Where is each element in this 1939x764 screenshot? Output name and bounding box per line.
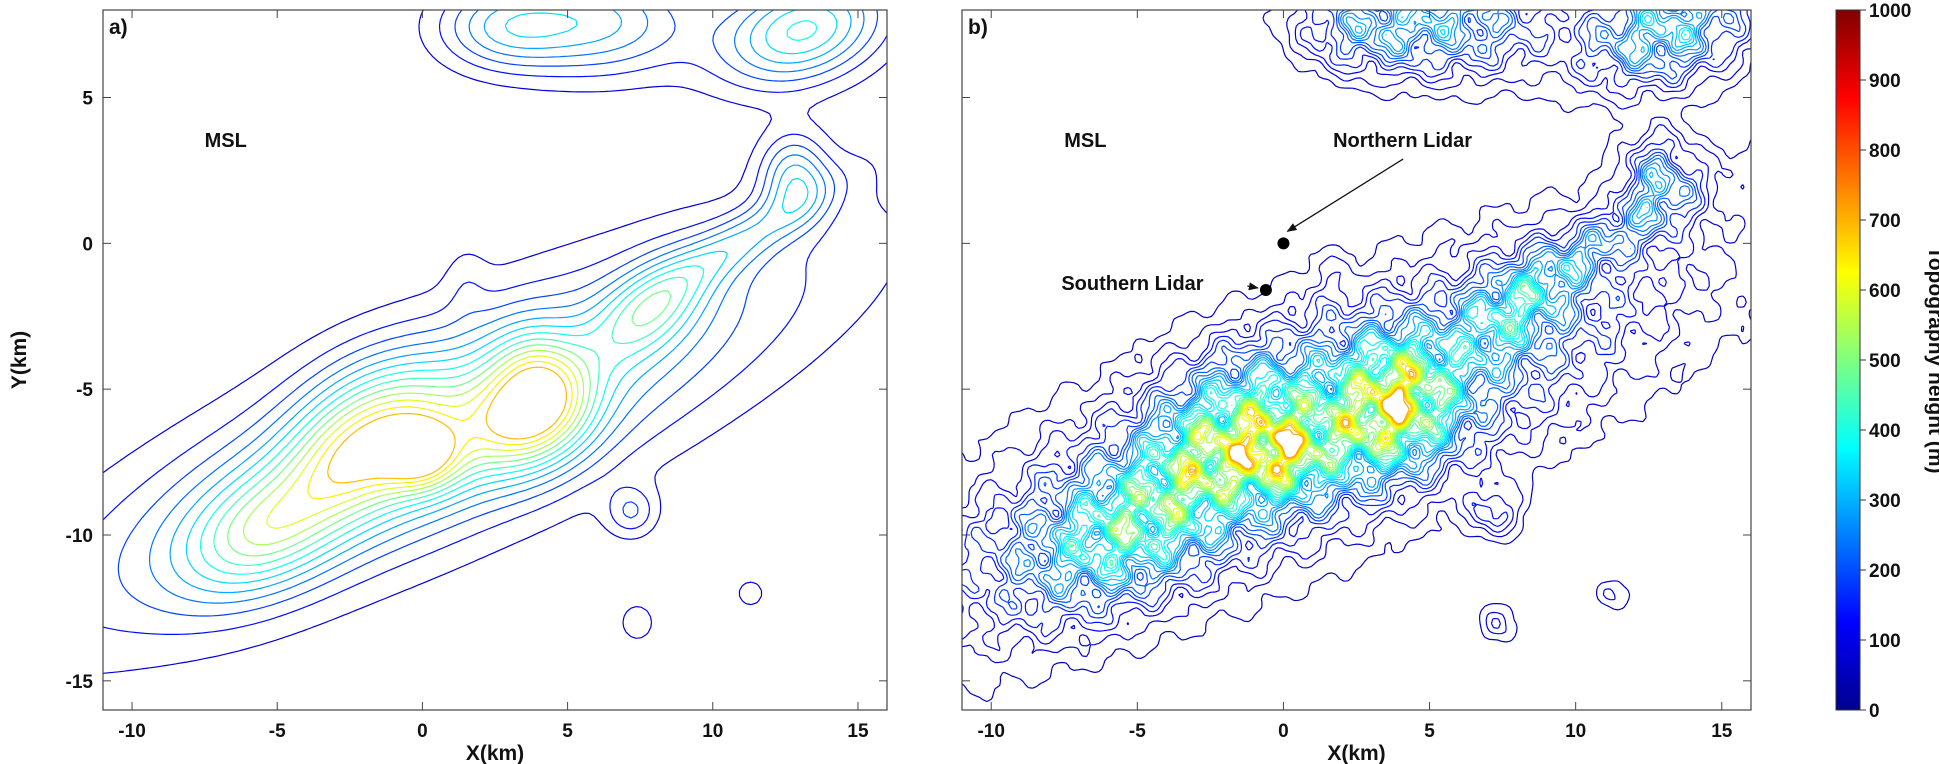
lidar-site: Northern Lidar xyxy=(1277,130,1472,250)
colorbar-tick-label: 100 xyxy=(1869,631,1901,652)
colorbar-tick-label: 0 xyxy=(1869,701,1880,722)
plot-frame xyxy=(961,9,1752,711)
x-tick-label: 15 xyxy=(1711,721,1733,742)
x-tick-label: 5 xyxy=(1424,721,1435,742)
panel-a: -10 -5 0 5 10 15 -15 -10 -5 0 5 X(km) Y(km) a) MSL xyxy=(8,9,888,764)
contour-line xyxy=(1059,11,1693,580)
lidar-label: Northern Lidar xyxy=(1333,130,1472,152)
x-tick-label: 15 xyxy=(847,721,869,742)
contour-line xyxy=(962,10,1751,638)
contour-line xyxy=(103,10,887,635)
colorbar: 0 100 200 300 400 500 600 700 800 900 1000 Topogra… xyxy=(1835,1,1939,722)
colorbar-tick-label: 900 xyxy=(1869,71,1901,92)
contour-line xyxy=(117,10,879,617)
x-tick-label: -5 xyxy=(269,721,286,742)
contour-line xyxy=(1052,10,1703,595)
contour-field xyxy=(103,10,887,674)
x-tick-label: 0 xyxy=(417,721,428,742)
contour-line xyxy=(1108,284,1526,548)
colorbar-tick-label: 500 xyxy=(1869,351,1901,372)
lidar-arrow xyxy=(1286,158,1404,232)
panel-b: -10 -5 0 5 10 15 X(km) b) MSL Northern Lidar South… xyxy=(961,9,1752,764)
contour-line xyxy=(962,10,1747,619)
annotation-msl: MSL xyxy=(1064,130,1106,152)
x-tick-label: -10 xyxy=(977,721,1004,742)
colorbar-tick-label: 400 xyxy=(1869,421,1901,442)
contour-line xyxy=(998,10,1741,615)
contour-line xyxy=(1054,10,1695,582)
y-tick-label: -15 xyxy=(66,672,94,693)
x-axis-label: X(km) xyxy=(466,742,524,764)
contour-line xyxy=(1069,281,1537,549)
colorbar-gradient xyxy=(1835,9,1861,711)
y-tick-label: 5 xyxy=(82,89,93,110)
contour-line xyxy=(327,366,568,484)
contour-line xyxy=(103,10,887,674)
y-tick-label: -5 xyxy=(76,380,93,401)
contour-line xyxy=(1180,358,1419,484)
x-tick-label: 5 xyxy=(562,721,573,742)
x-tick-label: 10 xyxy=(702,721,723,742)
colorbar-ticks: 0 100 200 300 400 500 600 700 800 900 1000 xyxy=(1860,1,1911,722)
contour-line xyxy=(1015,10,1713,600)
contour-line xyxy=(1175,357,1420,518)
x-tick-label: -5 xyxy=(1129,721,1146,742)
colorbar-tick-label: 200 xyxy=(1869,561,1901,582)
contour-line xyxy=(1185,361,1418,478)
colorbar-tick-label: 700 xyxy=(1869,211,1901,232)
colorbar-tick-label: 1000 xyxy=(1869,1,1911,22)
lidar-point xyxy=(1277,237,1290,250)
contour-line xyxy=(1067,279,1539,567)
contour-line xyxy=(962,10,1751,652)
annotation-msl: MSL xyxy=(205,130,247,152)
contour-line xyxy=(307,360,573,500)
panel-label: b) xyxy=(968,16,988,39)
y-axis-label: Y(km) xyxy=(8,331,31,389)
panel-label: a) xyxy=(109,16,128,39)
colorbar-tick-label: 600 xyxy=(1869,281,1901,302)
lidar-site: Southern Lidar xyxy=(1061,273,1272,296)
colorbar-tick-label: 300 xyxy=(1869,491,1901,512)
x-tick-label: 0 xyxy=(1278,721,1289,742)
contour-line xyxy=(227,290,672,557)
contour-line xyxy=(169,10,852,594)
y-tick-label: -10 xyxy=(66,526,93,547)
contour-line xyxy=(266,355,579,529)
contour-line xyxy=(148,10,865,604)
lidar-label: Southern Lidar xyxy=(1061,273,1203,295)
contour-line xyxy=(1063,33,1687,572)
colorbar-label: Topography height (m) xyxy=(1924,246,1939,473)
contour-line xyxy=(962,10,1751,664)
contour-line xyxy=(243,349,585,546)
x-tick-label: 10 xyxy=(1565,721,1586,742)
colorbar-tick-label: 800 xyxy=(1869,141,1901,162)
contour-line xyxy=(185,10,838,584)
lidar-point xyxy=(1259,284,1272,296)
contour-field xyxy=(962,10,1751,703)
x-axis-label: X(km) xyxy=(1327,742,1385,764)
contour-line xyxy=(962,10,1751,703)
contour-line xyxy=(213,276,689,566)
contour-line xyxy=(1062,14,1691,576)
contour-line xyxy=(1005,10,1735,609)
contour-line xyxy=(1113,354,1428,533)
y-tick-label: 0 xyxy=(82,234,93,255)
contour-line xyxy=(1168,355,1421,520)
lidar-arrow xyxy=(1247,282,1259,291)
contour-line xyxy=(1189,370,1415,475)
contour-line xyxy=(1187,368,1417,477)
x-tick-label: -10 xyxy=(118,721,145,742)
plot-frame xyxy=(102,9,888,711)
contour-line xyxy=(1023,10,1707,598)
contour-line xyxy=(1111,353,1431,536)
contour-line xyxy=(1109,352,1454,546)
contour-line xyxy=(1065,278,1541,570)
contour-line xyxy=(199,20,817,575)
